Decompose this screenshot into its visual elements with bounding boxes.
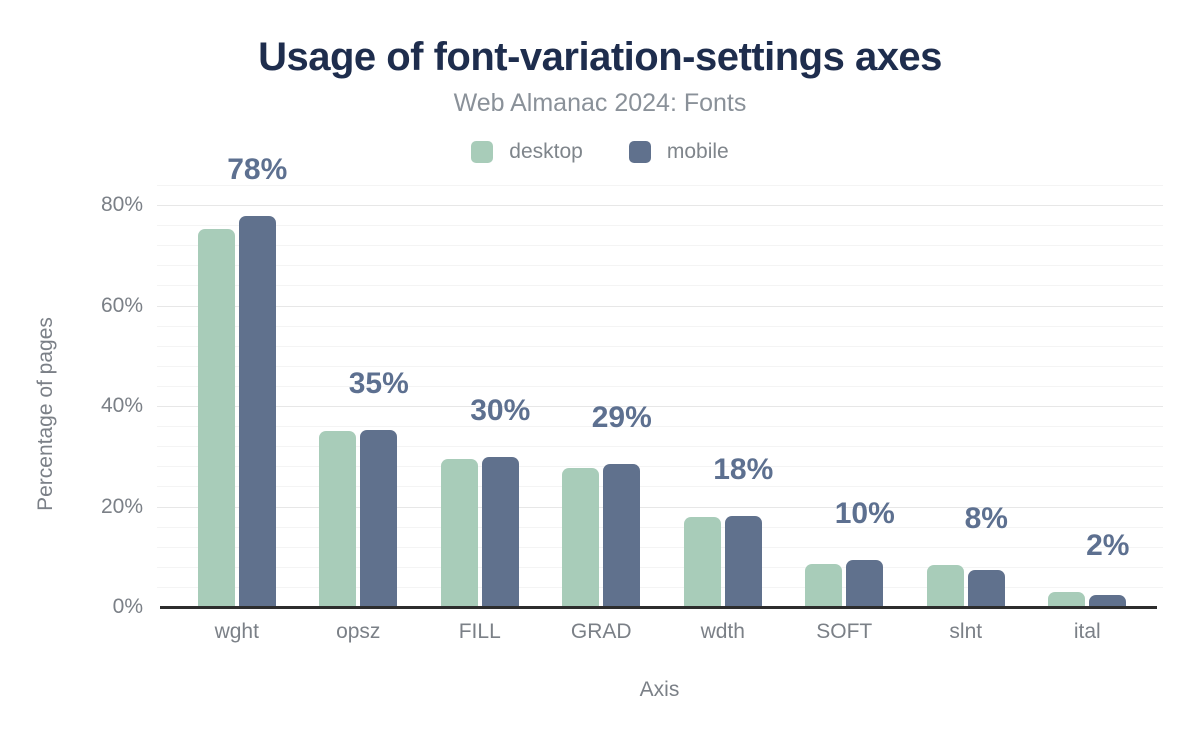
- bar-desktop-FILL[interactable]: [440, 458, 478, 607]
- major-gridline: [157, 205, 1163, 207]
- minor-gridline: [157, 446, 1163, 448]
- bar-desktop-SOFT[interactable]: [805, 563, 843, 607]
- minor-gridline: [157, 184, 1163, 186]
- bar-mobile-GRAD[interactable]: [603, 463, 641, 607]
- major-gridline: [157, 305, 1163, 307]
- major-gridline: [157, 506, 1163, 508]
- bar-desktop-opsz[interactable]: [319, 431, 357, 607]
- bar-desktop-slnt[interactable]: [926, 565, 964, 607]
- bar-mobile-SOFT[interactable]: [846, 559, 884, 607]
- y-tick-label: 0%: [112, 595, 143, 618]
- minor-gridline: [157, 265, 1163, 267]
- x-tick-label-wdth: wdth: [700, 620, 745, 643]
- bar-mobile-slnt[interactable]: [967, 569, 1005, 607]
- minor-gridline: [157, 546, 1163, 548]
- x-tick-label-wght: wght: [214, 620, 259, 643]
- bar-mobile-wght[interactable]: [238, 216, 276, 607]
- minor-gridline: [157, 285, 1163, 287]
- legend-item-mobile[interactable]: mobile: [628, 140, 729, 164]
- bar-value-label: 8%: [964, 502, 1008, 536]
- x-tick-label-GRAD: GRAD: [570, 620, 632, 643]
- minor-gridline: [157, 486, 1163, 488]
- bar-desktop-wdth[interactable]: [683, 517, 721, 607]
- legend-swatch-desktop: [471, 141, 494, 163]
- y-tick-label: 20%: [100, 494, 143, 518]
- minor-gridline: [157, 365, 1163, 367]
- bar-value-label: 10%: [834, 496, 895, 530]
- major-gridline: [157, 406, 1163, 408]
- bar-groups: 78% wght 35% opsz 30% FILL 29% GRAD 18% wdth 10% SO…: [176, 155, 1149, 643]
- bar-group-SOFT: 10% SOFT: [784, 185, 906, 643]
- minor-gridline: [157, 325, 1163, 327]
- legend-swatch-mobile: [628, 141, 651, 163]
- bar-group-ital: 2% ital: [1027, 185, 1149, 643]
- x-tick-label-FILL: FILL: [458, 620, 501, 643]
- bar-value-label: 18%: [713, 453, 774, 487]
- bar-group-wght: 78% wght: [176, 155, 298, 643]
- plot-area: 78% wght 35% opsz 30% FILL 29% GRAD 18% wdth 10% SO…: [0, 155, 1200, 643]
- legend: desktop mobile: [0, 139, 1200, 165]
- legend-item-desktop[interactable]: desktop: [471, 140, 583, 164]
- legend-label: mobile: [666, 140, 729, 163]
- bar-group-wdth: 18% wdth: [662, 185, 784, 643]
- chart-subtitle: Web Almanac 2024: Fonts: [453, 89, 747, 117]
- x-axis-title: Axis: [639, 678, 680, 701]
- legend-label: desktop: [509, 140, 583, 163]
- bar-desktop-GRAD[interactable]: [562, 468, 600, 607]
- bar-value-label: 30%: [470, 393, 531, 427]
- minor-gridline: [157, 566, 1163, 568]
- y-tick-label: 80%: [100, 193, 143, 217]
- y-tick-label: 60%: [100, 293, 143, 317]
- bar-mobile-ital[interactable]: [1089, 595, 1127, 607]
- bar-value-label: 78%: [227, 153, 288, 187]
- x-tick-label-ital: ital: [1073, 620, 1101, 643]
- minor-gridline: [157, 345, 1163, 347]
- minor-gridline: [157, 225, 1163, 227]
- bar-group-opsz: 35% opsz: [298, 185, 420, 643]
- bar-value-label: 2%: [1086, 529, 1130, 563]
- x-tick-label-opsz: opsz: [336, 620, 381, 643]
- minor-gridline: [157, 426, 1163, 428]
- bar-desktop-wght[interactable]: [197, 229, 235, 607]
- minor-gridline: [157, 245, 1163, 247]
- minor-gridline: [157, 466, 1163, 468]
- bar-desktop-ital[interactable]: [1048, 592, 1086, 607]
- minor-gridline: [157, 586, 1163, 588]
- x-tick-label-slnt: slnt: [949, 620, 983, 643]
- x-axis-line: [160, 606, 1157, 609]
- bar-mobile-FILL[interactable]: [481, 456, 519, 607]
- minor-gridline: [157, 526, 1163, 528]
- bar-group-FILL: 30% FILL: [419, 185, 541, 643]
- bar-mobile-wdth[interactable]: [724, 516, 762, 607]
- minor-gridline: [157, 385, 1163, 387]
- chart-title: Usage of font-variation-settings axes: [258, 35, 942, 79]
- bar-value-label: 35%: [348, 367, 409, 401]
- y-tick-label: 40%: [100, 394, 143, 418]
- bar-value-label: 29%: [591, 400, 652, 434]
- x-tick-label-SOFT: SOFT: [816, 620, 873, 643]
- bar-group-slnt: 8% slnt: [905, 185, 1027, 643]
- bar-group-GRAD: 29% GRAD: [541, 185, 663, 643]
- bar-mobile-opsz[interactable]: [360, 430, 398, 607]
